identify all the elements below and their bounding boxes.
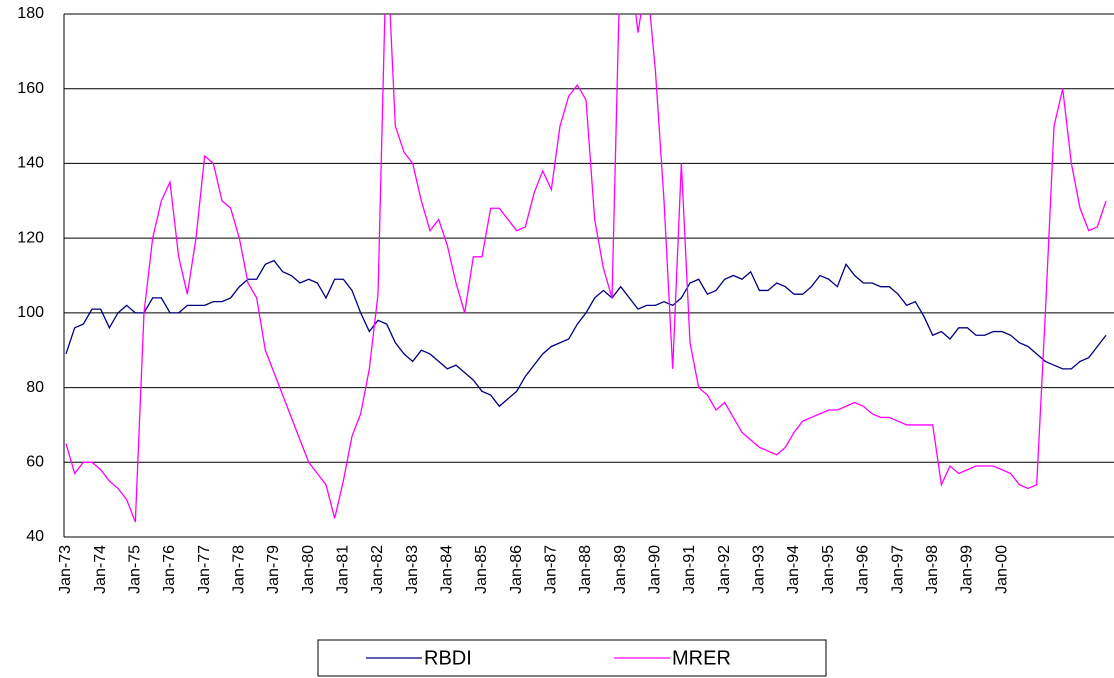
y-tick-label: 160 <box>17 80 44 97</box>
y-tick-label: 120 <box>17 229 44 246</box>
x-tick-label: Jan-78 <box>231 545 248 594</box>
labels: 40 60 80 100 120 140 160 180 Jan-73 Jan-74 Jan-75 J… <box>17 5 1010 594</box>
legend-label: RBDI <box>424 647 472 669</box>
x-tick-label: Jan-92 <box>716 545 733 594</box>
x-tick-label: Jan-96 <box>855 545 872 594</box>
x-tick-label: Jan-75 <box>127 545 144 594</box>
y-tick-label: 60 <box>26 454 44 471</box>
x-tick-label: Jan-80 <box>300 545 317 594</box>
x-tick-label: Jan-91 <box>681 545 698 594</box>
x-tick-label: Jan-85 <box>473 545 490 594</box>
x-tick-label: Jan-99 <box>959 545 976 594</box>
x-tick-label: Jan-95 <box>820 545 837 594</box>
x-tick-label: Jan-93 <box>751 545 768 594</box>
y-tick-label: 140 <box>17 155 44 172</box>
x-tick-label: Jan-77 <box>196 545 213 594</box>
y-tick-label: 100 <box>17 304 44 321</box>
x-tick-label: Jan-90 <box>647 545 664 594</box>
x-tick-label: Jan-74 <box>92 545 109 594</box>
legend-label: MRER <box>672 647 731 669</box>
grid <box>63 13 1114 538</box>
x-tick-label: Jan-94 <box>785 545 802 594</box>
x-tick-label: Jan-79 <box>265 545 282 594</box>
x-tick-label: Jan-86 <box>508 545 525 594</box>
plot-area <box>65 14 1107 523</box>
x-tick-label: Jan-00 <box>993 545 1010 594</box>
x-tick-label: Jan-84 <box>439 545 456 594</box>
x-tick-label: Jan-88 <box>577 545 594 594</box>
y-tick-label: 40 <box>26 528 44 545</box>
x-tick-label: Jan-89 <box>612 545 629 594</box>
x-tick-label: Jan-87 <box>543 545 560 594</box>
x-tick-label: Jan-98 <box>924 545 941 594</box>
y-tick-label: 80 <box>26 379 44 396</box>
x-tick-label: Jan-82 <box>369 545 386 594</box>
series-line <box>65 259 1107 408</box>
y-tick-label: 180 <box>17 5 44 22</box>
series-line <box>65 14 1107 523</box>
x-tick-label: Jan-76 <box>161 545 178 594</box>
legend: RBDI MRER <box>366 647 731 669</box>
x-tick-label: Jan-73 <box>57 545 74 594</box>
x-tick-label: Jan-97 <box>889 545 906 594</box>
x-tick-label: Jan-81 <box>335 545 352 594</box>
x-tick-label: Jan-83 <box>404 545 421 594</box>
